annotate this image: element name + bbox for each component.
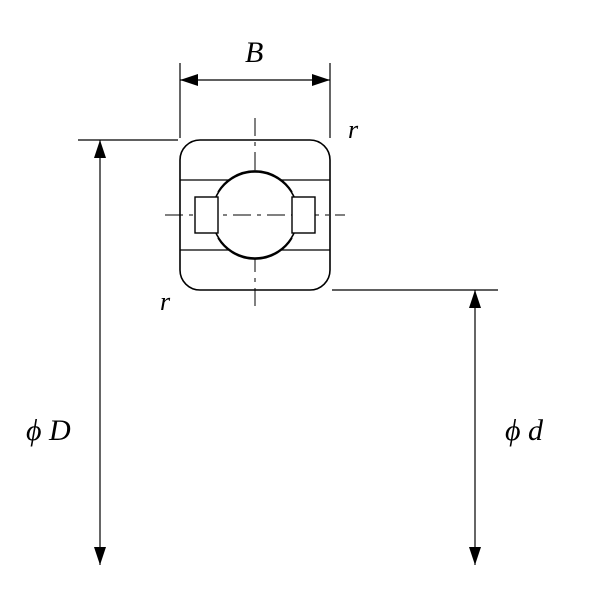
- label-phi-d: ϕ d: [505, 414, 544, 447]
- dimension-D: ϕ D: [26, 140, 178, 565]
- label-phi-D: ϕ D: [26, 414, 71, 447]
- label-r-top: r: [348, 115, 359, 144]
- dimension-d: ϕ d: [332, 290, 544, 565]
- bearing-cross-section-diagram: B r r ϕ D ϕ d: [0, 0, 600, 600]
- diagram-svg: B r r ϕ D ϕ d: [0, 0, 600, 600]
- cage-right: [292, 197, 315, 233]
- cage-left: [195, 197, 218, 233]
- label-B: B: [245, 36, 263, 69]
- label-r-bottom: r: [160, 287, 171, 316]
